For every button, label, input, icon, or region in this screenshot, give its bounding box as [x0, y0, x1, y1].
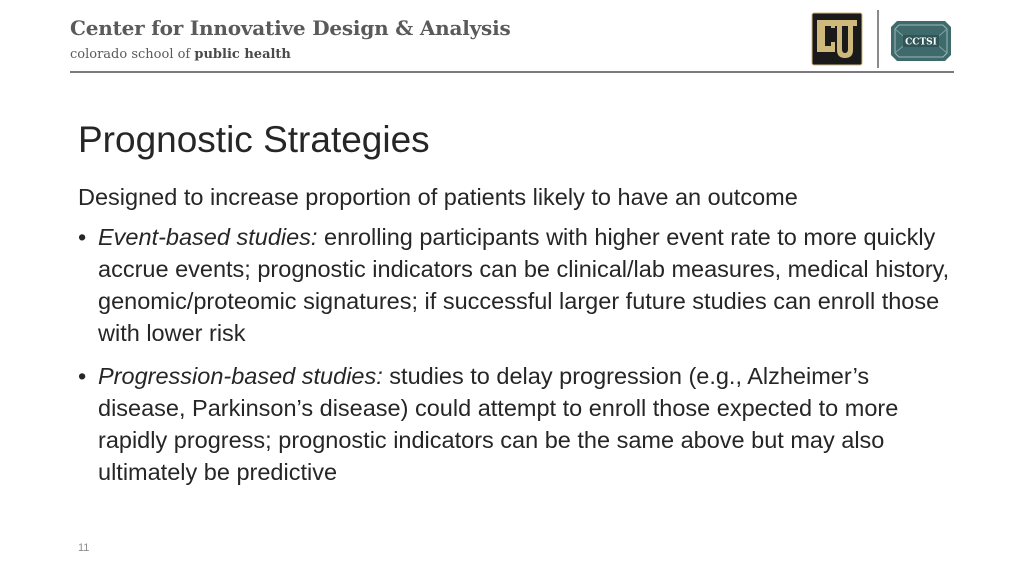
cctsi-logo-icon: CCTSI — [891, 21, 951, 61]
bullet-text: enrolling participants with higher event… — [98, 224, 950, 346]
school-prefix: colorado school of — [70, 47, 191, 62]
bullet-text: studies to delay progression (e.g., Alzh… — [98, 363, 899, 485]
bullet-item: • Event-based studies: enrolling partici… — [78, 221, 958, 349]
intro-text: Designed to increase proportion of patie… — [78, 184, 798, 210]
bullet-marker: • — [78, 224, 87, 250]
page-number: 11 — [78, 542, 90, 554]
logo-divider — [877, 10, 879, 68]
bullet-term: Event-based studies: — [98, 224, 318, 250]
slide-title: Prognostic Strategies — [78, 118, 430, 160]
cu-logo-icon — [811, 12, 863, 66]
bullet-term: Progression-based studies: — [98, 363, 383, 389]
bullet-item: • Progression-based studies: studies to … — [78, 360, 958, 488]
bullet-list: • Event-based studies: enrolling partici… — [78, 221, 958, 488]
slide-header: Center for Innovative Design & Analysis … — [0, 0, 1024, 74]
header-rule — [70, 71, 954, 73]
cctsi-label: CCTSI — [905, 38, 937, 48]
school-bold: public health — [194, 47, 291, 62]
school-name: colorado school of public health — [70, 47, 291, 62]
bullet-marker: • — [78, 363, 87, 389]
slide-body: Designed to increase proportion of patie… — [78, 181, 958, 499]
org-name: Center for Innovative Design & Analysis — [70, 16, 511, 40]
